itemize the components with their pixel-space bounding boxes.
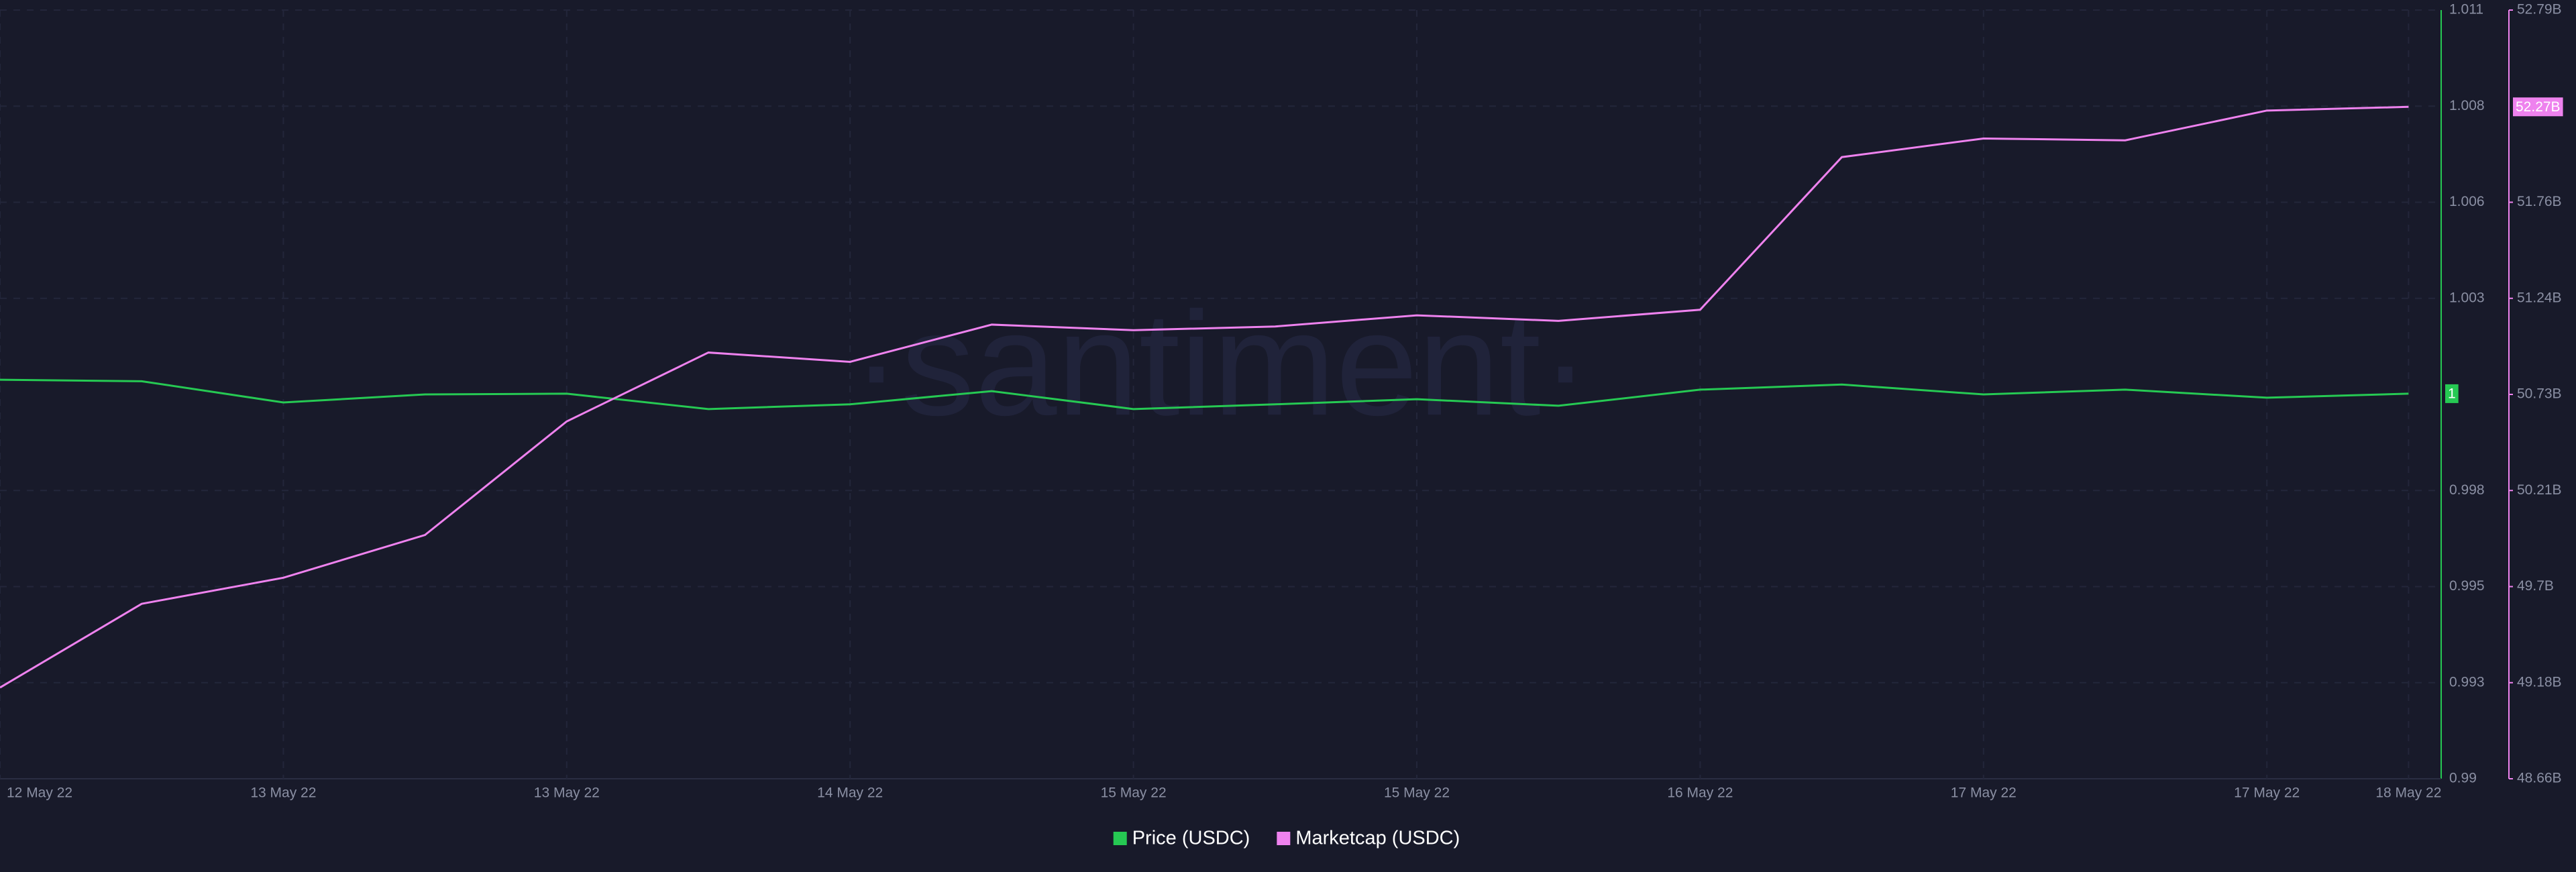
y-tick-label: 1.008 — [2449, 98, 2485, 113]
x-tick-label: 14 May 22 — [817, 785, 883, 801]
x-tick-label: 15 May 22 — [1384, 785, 1450, 801]
y2-tick-label: 49.7B — [2517, 578, 2554, 594]
x-tick-label: 13 May 22 — [250, 785, 316, 801]
x-tick-label: 18 May 22 — [2375, 785, 2441, 801]
y-tick-label: 0.993 — [2449, 674, 2485, 690]
y2-tick-label: 49.18B — [2517, 674, 2562, 690]
series-line — [0, 378, 2409, 411]
x-tick-label: 17 May 22 — [2234, 785, 2300, 801]
value-badge-label: 1 — [2448, 386, 2456, 401]
y-tick-label: 0.995 — [2449, 578, 2485, 594]
y-tick-label: 0.998 — [2449, 482, 2485, 498]
series-line — [0, 105, 2409, 689]
legend-swatch — [1277, 832, 1291, 845]
value-badge-bg — [2445, 384, 2459, 403]
y-tick-label: 1.003 — [2449, 290, 2485, 305]
x-tick-label: 12 May 22 — [7, 785, 72, 801]
y2-tick-label: 51.76B — [2517, 194, 2562, 209]
x-tick-label: 17 May 22 — [1951, 785, 2017, 801]
legend: Price (USDC) Marketcap (USDC) — [1113, 828, 1460, 849]
y2-tick-label: 48.66B — [2517, 771, 2562, 786]
value-badge: 1 — [2445, 384, 2459, 403]
legend-swatch — [1113, 832, 1127, 845]
watermark: ·santiment· — [852, 281, 1590, 446]
y-tick-label: 0.99 — [2449, 771, 2477, 786]
value-badge-label: 52.27B — [2516, 99, 2561, 115]
x-tick-label: 16 May 22 — [1667, 785, 1733, 801]
y-tick-label: 1.006 — [2449, 194, 2485, 209]
x-tick-label: 13 May 22 — [534, 785, 600, 801]
y2-tick-label: 50.21B — [2517, 482, 2562, 498]
y2-tick-label: 51.24B — [2517, 290, 2562, 305]
legend-label: Marketcap (USDC) — [1295, 828, 1460, 849]
value-badge-bg — [2513, 97, 2563, 117]
y2-tick-label: 50.73B — [2517, 386, 2562, 402]
value-badge: 52.27B — [2513, 97, 2563, 117]
x-tick-label: 15 May 22 — [1101, 785, 1167, 801]
legend-label: Price (USDC) — [1132, 828, 1250, 849]
y-tick-label: 1.011 — [2449, 2, 2483, 17]
y2-tick-label: 52.79B — [2517, 2, 2562, 17]
